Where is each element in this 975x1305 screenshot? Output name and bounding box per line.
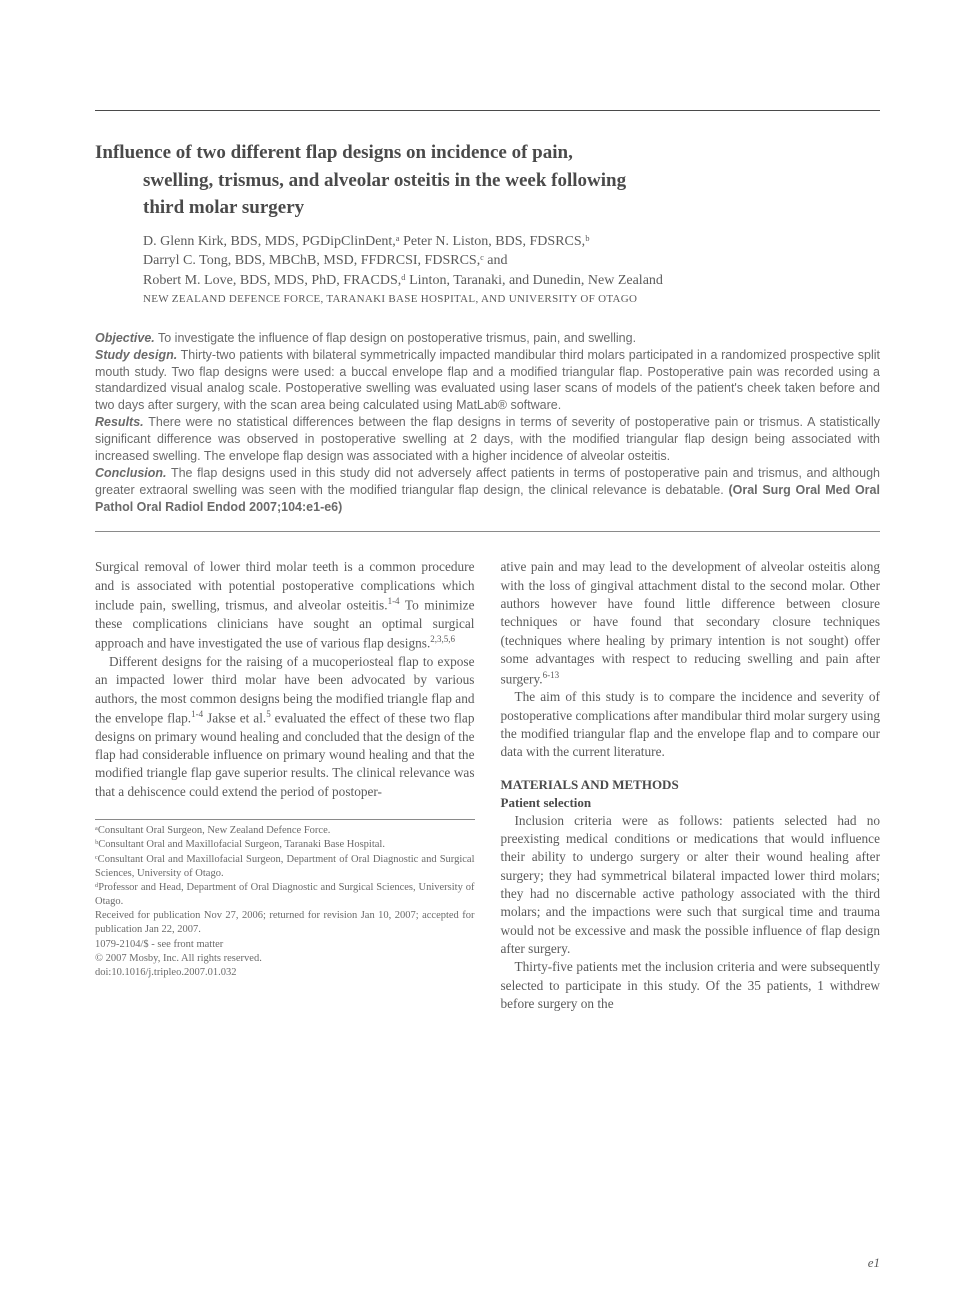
design-label: Study design. — [95, 348, 177, 362]
design-text: Thirty-two patients with bilateral symme… — [95, 348, 880, 413]
author-line-2: Darryl C. Tong, BDS, MBChB, MSD, FFDRCSI… — [143, 251, 880, 271]
article-title: Influence of two different flap designs … — [95, 139, 880, 222]
footnote-received: Received for publication Nov 27, 2006; r… — [95, 909, 475, 937]
mid-rule — [95, 531, 880, 532]
title-line-2: swelling, trismus, and alveolar osteitis… — [95, 167, 880, 195]
right-p1: ative pain and may lead to the developme… — [501, 558, 881, 688]
abstract-objective: Objective. To investigate the influence … — [95, 330, 880, 347]
footnote-c: ᶜConsultant Oral and Maxillofacial Surge… — [95, 853, 475, 881]
abstract-design: Study design. Thirty-two patients with b… — [95, 347, 880, 415]
abstract-block: Objective. To investigate the influence … — [95, 330, 880, 516]
abstract-conclusion: Conclusion. The flap designs used in thi… — [95, 465, 880, 516]
left-p1: Surgical removal of lower third molar te… — [95, 558, 475, 653]
right-column: ative pain and may lead to the developme… — [501, 558, 881, 1013]
title-line-1: Influence of two different flap designs … — [95, 142, 573, 163]
body-columns: Surgical removal of lower third molar te… — [95, 558, 880, 1013]
affiliation-line: NEW ZEALAND DEFENCE FORCE, TARANAKI BASE… — [143, 292, 880, 307]
results-label: Results. — [95, 415, 144, 429]
right-p4: Thirty-five patients met the inclusion c… — [501, 958, 881, 1013]
title-line-3: third molar surgery — [95, 194, 880, 222]
objective-label: Objective. — [95, 331, 155, 345]
author-block: D. Glenn Kirk, BDS, MDS, PGDipClinDent,ᵃ… — [95, 232, 880, 308]
results-text: There were no statistical differences be… — [95, 415, 880, 463]
left-p2b: Jakse et al. — [203, 710, 266, 725]
conclusion-label: Conclusion. — [95, 466, 167, 480]
right-p1a: ative pain and may lead to the developme… — [501, 559, 881, 685]
author-line-3: Robert M. Love, BDS, MDS, PhD, FRACDS,ᵈ … — [143, 271, 880, 291]
top-rule — [95, 110, 880, 111]
footnote-copyright: © 2007 Mosby, Inc. All rights reserved. — [95, 952, 475, 966]
subsection-patient-selection: Patient selection — [501, 794, 881, 812]
left-column: Surgical removal of lower third molar te… — [95, 558, 475, 1013]
page-number: e1 — [868, 1255, 880, 1271]
author-line-1: D. Glenn Kirk, BDS, MDS, PGDipClinDent,ᵃ… — [143, 232, 880, 252]
objective-text: To investigate the influence of flap des… — [155, 331, 636, 345]
right-p3: Inclusion criteria were as follows: pati… — [501, 812, 881, 959]
left-p2: Different designs for the raising of a m… — [95, 653, 475, 801]
footnote-issn: 1079-2104/$ - see front matter — [95, 938, 475, 952]
ref-6-13: 6-13 — [543, 670, 560, 680]
footnote-b: ᵇConsultant Oral and Maxillofacial Surge… — [95, 838, 475, 852]
footnote-d: ᵈProfessor and Head, Department of Oral … — [95, 881, 475, 909]
right-p2: The aim of this study is to compare the … — [501, 688, 881, 761]
footnotes-block: ᵃConsultant Oral Surgeon, New Zealand De… — [95, 819, 475, 980]
section-materials-methods: MATERIALS AND METHODS — [501, 776, 881, 794]
ref-1-4b: 1-4 — [191, 709, 203, 719]
footnote-doi: doi:10.1016/j.tripleo.2007.01.032 — [95, 966, 475, 980]
ref-2356: 2,3,5,6 — [430, 634, 455, 644]
abstract-results: Results. There were no statistical diffe… — [95, 414, 880, 465]
ref-1-4: 1-4 — [388, 596, 400, 606]
footnote-a: ᵃConsultant Oral Surgeon, New Zealand De… — [95, 824, 475, 838]
